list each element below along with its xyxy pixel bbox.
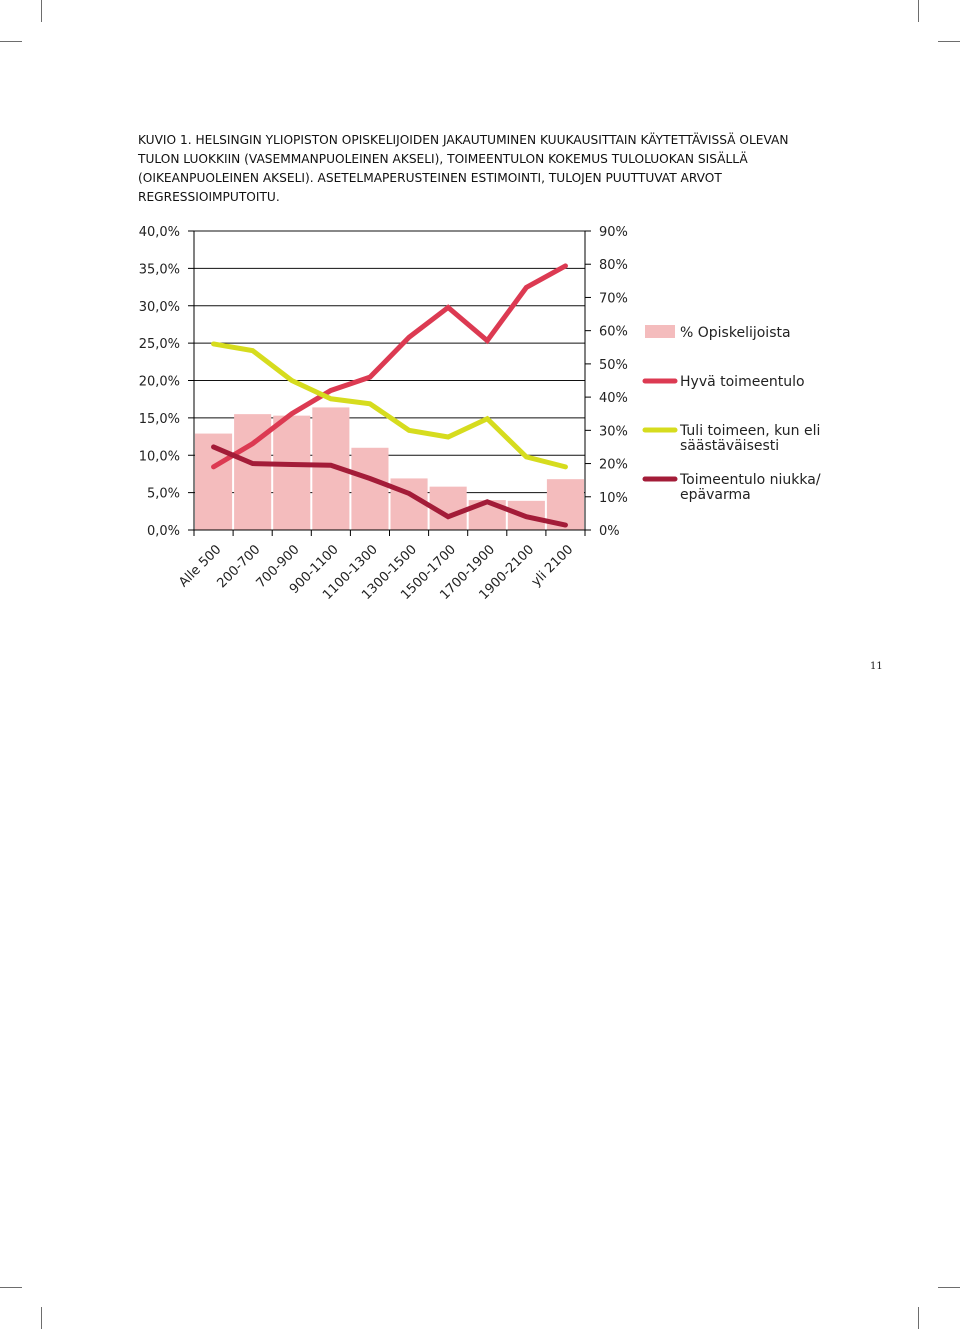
left-tick-label-6: 30,0% <box>139 300 180 315</box>
right-tick-label-8: 80% <box>599 258 628 273</box>
legend-label-2: Tuli toimeen, kun eli säästäväisesti <box>679 423 820 454</box>
right-tick-label-1: 10% <box>599 491 628 506</box>
crop-mark-top-left-v <box>41 0 42 22</box>
right-tick-label-9: 90% <box>599 225 628 240</box>
figure-caption: KUVIO 1. HELSINGIN YLIOPISTON OPISKELIJO… <box>138 133 789 204</box>
crop-mark-bottom-left-v <box>41 1307 42 1329</box>
left-tick-label-1: 5,0% <box>147 487 180 502</box>
legend-swatch-0 <box>645 325 675 338</box>
bar-2 <box>273 415 311 530</box>
right-tick-label-3: 30% <box>599 424 628 439</box>
crop-mark-bottom-right-h <box>938 1287 960 1288</box>
left-tick-label-8: 40,0% <box>139 225 180 240</box>
right-tick-label-5: 50% <box>599 358 628 373</box>
series-line-0 <box>211 263 568 470</box>
right-tick-label-6: 60% <box>599 325 628 340</box>
bar-4 <box>351 447 389 530</box>
series-line-2 <box>211 444 568 528</box>
crop-mark-bottom-left-h <box>0 1287 22 1288</box>
page-number: 11 <box>870 661 883 672</box>
legend-label-0: % Opiskelijoista <box>680 325 791 341</box>
right-tick-label-4: 40% <box>599 391 628 406</box>
legend-label-1: Hyvä toimeentulo <box>680 374 805 390</box>
crop-mark-bottom-right-v <box>918 1307 919 1329</box>
series-line-1 <box>211 341 568 470</box>
left-tick-label-5: 25,0% <box>139 337 180 352</box>
crop-mark-top-left-h <box>0 41 22 42</box>
left-tick-label-4: 20,0% <box>139 375 180 390</box>
left-tick-label-7: 35,0% <box>139 262 180 277</box>
left-tick-label-2: 10,0% <box>139 449 180 464</box>
right-tick-label-2: 20% <box>599 458 628 473</box>
category-label-9: yli 2100 <box>529 542 576 589</box>
crop-mark-top-right-v <box>918 0 919 22</box>
left-tick-label-3: 15,0% <box>139 412 180 427</box>
right-tick-label-7: 70% <box>599 291 628 306</box>
right-tick-label-0: 0% <box>599 524 620 539</box>
legend-label-3: Toimeentulo niukka/epävarma <box>679 472 821 503</box>
chart: 0,0% 5,0% 10,0% 15,0% 20,0% 25,0% 30,0% 35,0% 40… <box>139 225 821 603</box>
crop-mark-top-right-h <box>938 41 960 42</box>
left-tick-label-0: 0,0% <box>147 524 180 539</box>
